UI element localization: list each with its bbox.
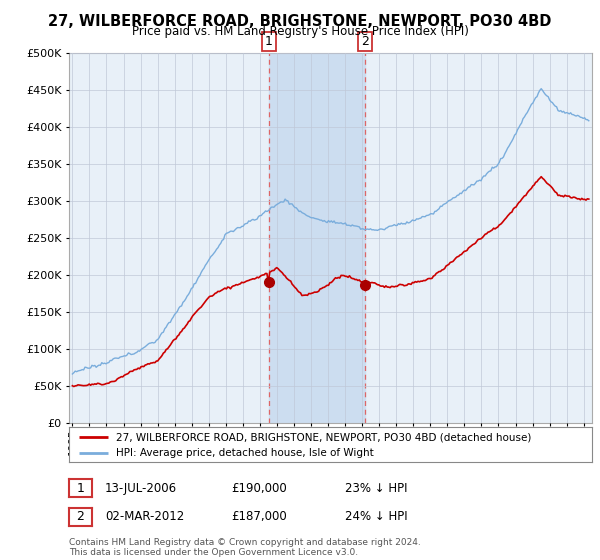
Text: 2: 2 <box>361 35 369 48</box>
Text: 1: 1 <box>76 482 85 495</box>
Text: 02-MAR-2012: 02-MAR-2012 <box>105 510 184 524</box>
Bar <box>269 53 365 423</box>
Text: 1: 1 <box>265 35 273 48</box>
Text: Contains HM Land Registry data © Crown copyright and database right 2024.
This d: Contains HM Land Registry data © Crown c… <box>69 538 421 557</box>
Text: Price paid vs. HM Land Registry's House Price Index (HPI): Price paid vs. HM Land Registry's House … <box>131 25 469 38</box>
Text: £187,000: £187,000 <box>231 510 287 524</box>
Text: 24% ↓ HPI: 24% ↓ HPI <box>345 510 407 524</box>
Text: £190,000: £190,000 <box>231 482 287 495</box>
Text: 23% ↓ HPI: 23% ↓ HPI <box>345 482 407 495</box>
Text: 13-JUL-2006: 13-JUL-2006 <box>105 482 177 495</box>
Text: 27, WILBERFORCE ROAD, BRIGHSTONE, NEWPORT, PO30 4BD (detached house): 27, WILBERFORCE ROAD, BRIGHSTONE, NEWPOR… <box>116 432 532 442</box>
Text: 27, WILBERFORCE ROAD, BRIGHSTONE, NEWPORT, PO30 4BD: 27, WILBERFORCE ROAD, BRIGHSTONE, NEWPOR… <box>49 14 551 29</box>
Text: 2: 2 <box>76 510 85 524</box>
Text: HPI: Average price, detached house, Isle of Wight: HPI: Average price, detached house, Isle… <box>116 449 374 458</box>
